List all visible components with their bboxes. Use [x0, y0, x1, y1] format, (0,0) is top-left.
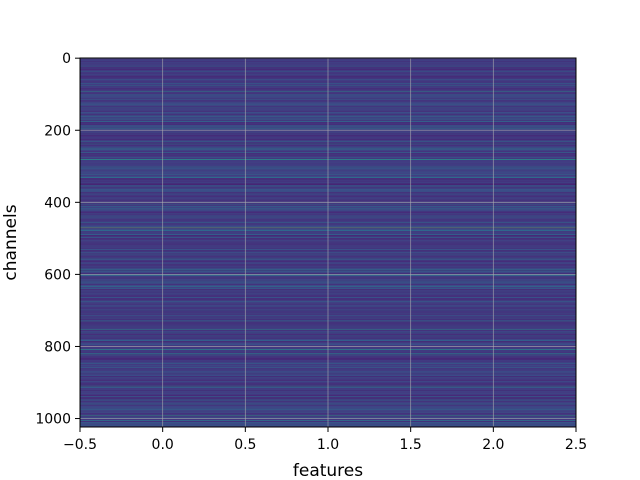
- x-axis-label: features: [293, 461, 363, 480]
- x-axis: −0.5 0.0 0.5 1.0 1.5 2.0 2.5: [63, 427, 587, 453]
- x-tick-label: 0.0: [152, 437, 174, 453]
- y-tick-label: 0: [62, 51, 71, 67]
- y-tick-label: 200: [44, 123, 71, 139]
- grid-lines: [79, 57, 577, 427]
- x-tick-label: 2.0: [482, 437, 504, 453]
- x-tick-label: 0.5: [234, 437, 256, 453]
- x-tick-label: 1.5: [400, 437, 422, 453]
- y-tick-label: 800: [44, 339, 71, 355]
- x-tick-label: 2.5: [565, 437, 587, 453]
- y-axis-label: channels: [1, 204, 21, 280]
- y-tick-label: 600: [44, 267, 71, 283]
- y-axis: 0 200 400 600 800 1000: [35, 51, 80, 428]
- x-tick-label: 1.0: [317, 437, 339, 453]
- y-tick-label: 400: [44, 195, 71, 211]
- y-tick-label: 1000: [35, 412, 71, 428]
- x-tick-label: −0.5: [63, 437, 97, 453]
